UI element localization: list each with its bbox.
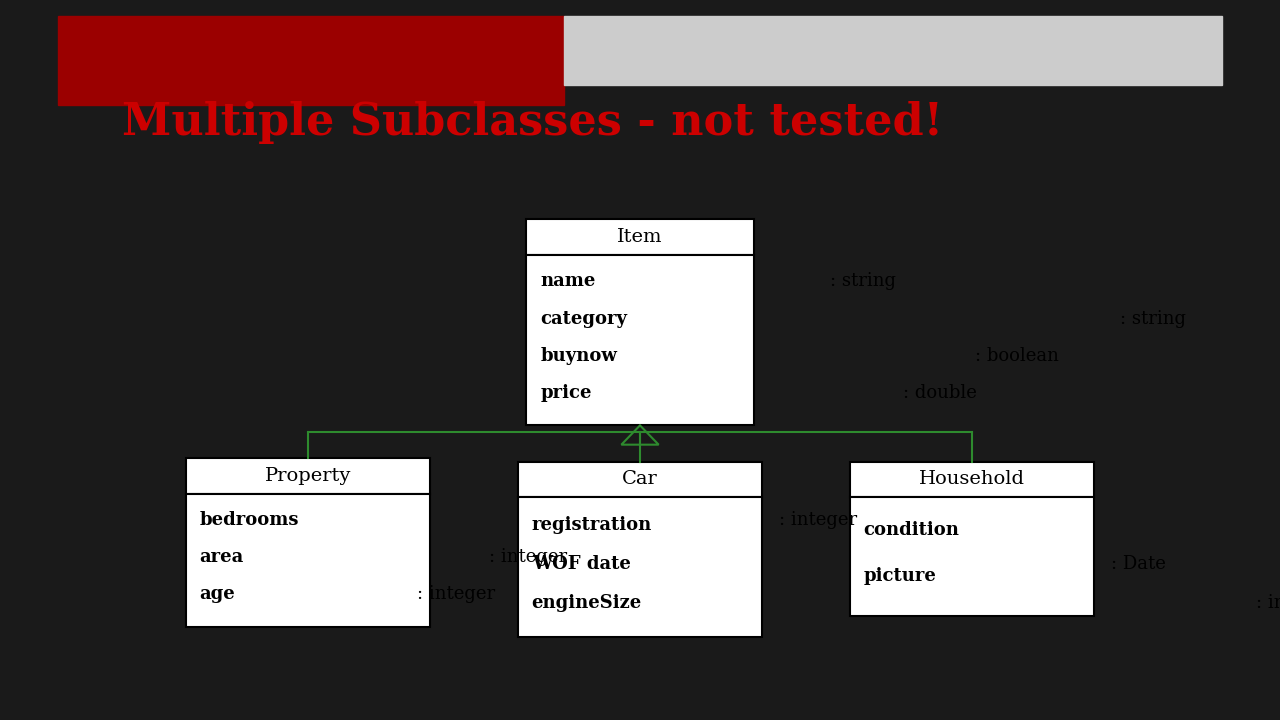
Text: : Picture: : Picture	[864, 567, 982, 585]
Text: picture: picture	[864, 567, 937, 585]
Text: : Date: : Date	[1111, 555, 1166, 573]
Text: age: age	[200, 585, 236, 603]
Text: : string: : string	[1120, 310, 1187, 328]
Text: : integer: : integer	[531, 594, 667, 612]
Text: area: area	[200, 549, 244, 567]
Text: WOF date: WOF date	[531, 555, 631, 573]
Bar	[526, 255, 754, 426]
Text: engineSize: engineSize	[531, 594, 643, 612]
Text: Item: Item	[617, 228, 663, 246]
Text: : string: : string	[540, 310, 653, 328]
Text: : double: : double	[902, 384, 977, 402]
Text: bedrooms: bedrooms	[200, 511, 300, 529]
Bar	[517, 498, 763, 637]
Text: price: price	[540, 384, 591, 402]
Text: : integer: : integer	[780, 511, 858, 529]
Text: : string: : string	[831, 272, 896, 290]
Text: : string: : string	[540, 272, 630, 290]
Text: : integer: : integer	[489, 549, 567, 567]
Text: condition: condition	[864, 521, 960, 539]
Text: Household: Household	[919, 470, 1025, 488]
Text: : integer: : integer	[200, 549, 301, 567]
Text: Property: Property	[265, 467, 351, 485]
Text: buynow: buynow	[540, 346, 617, 364]
Text: : Date: : Date	[531, 555, 632, 573]
Text: : string: : string	[531, 516, 667, 534]
Bar	[850, 462, 1094, 498]
Bar	[850, 498, 1094, 616]
Text: : string: : string	[864, 521, 982, 539]
Text: : integer: : integer	[200, 585, 296, 603]
Bar	[58, 16, 564, 105]
Bar	[186, 458, 430, 494]
Bar	[526, 219, 754, 255]
Text: category: category	[540, 310, 627, 328]
Text: : integer: : integer	[417, 585, 495, 603]
Text: : integer: : integer	[200, 511, 324, 529]
Text: registration: registration	[531, 516, 652, 534]
Bar	[186, 494, 430, 626]
Text: name: name	[540, 272, 595, 290]
Bar	[564, 16, 1222, 85]
Text: : boolean: : boolean	[975, 346, 1059, 364]
Text: : boolean: : boolean	[540, 346, 659, 364]
Text: : double: : double	[540, 384, 643, 402]
Text: Car: Car	[622, 470, 658, 488]
Text: : integer: : integer	[1256, 594, 1280, 612]
Bar	[517, 462, 763, 498]
Text: Multiple Subclasses - not tested!: Multiple Subclasses - not tested!	[122, 101, 943, 144]
